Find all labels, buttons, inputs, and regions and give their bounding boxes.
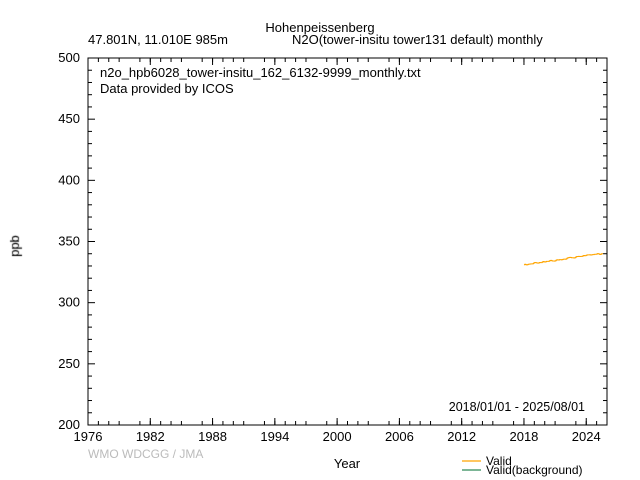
svg-text:400: 400 <box>58 172 80 187</box>
svg-text:350: 350 <box>58 234 80 249</box>
svg-text:500: 500 <box>58 50 80 65</box>
svg-text:2000: 2000 <box>323 429 352 444</box>
svg-text:2018: 2018 <box>509 429 538 444</box>
svg-text:2024: 2024 <box>572 429 601 444</box>
svg-text:450: 450 <box>58 111 80 126</box>
svg-text:200: 200 <box>58 417 80 432</box>
svg-text:1982: 1982 <box>136 429 165 444</box>
svg-text:300: 300 <box>58 295 80 310</box>
svg-text:1994: 1994 <box>260 429 289 444</box>
svg-text:2006: 2006 <box>385 429 414 444</box>
svg-text:2012: 2012 <box>447 429 476 444</box>
svg-text:250: 250 <box>58 356 80 371</box>
svg-text:1988: 1988 <box>198 429 227 444</box>
